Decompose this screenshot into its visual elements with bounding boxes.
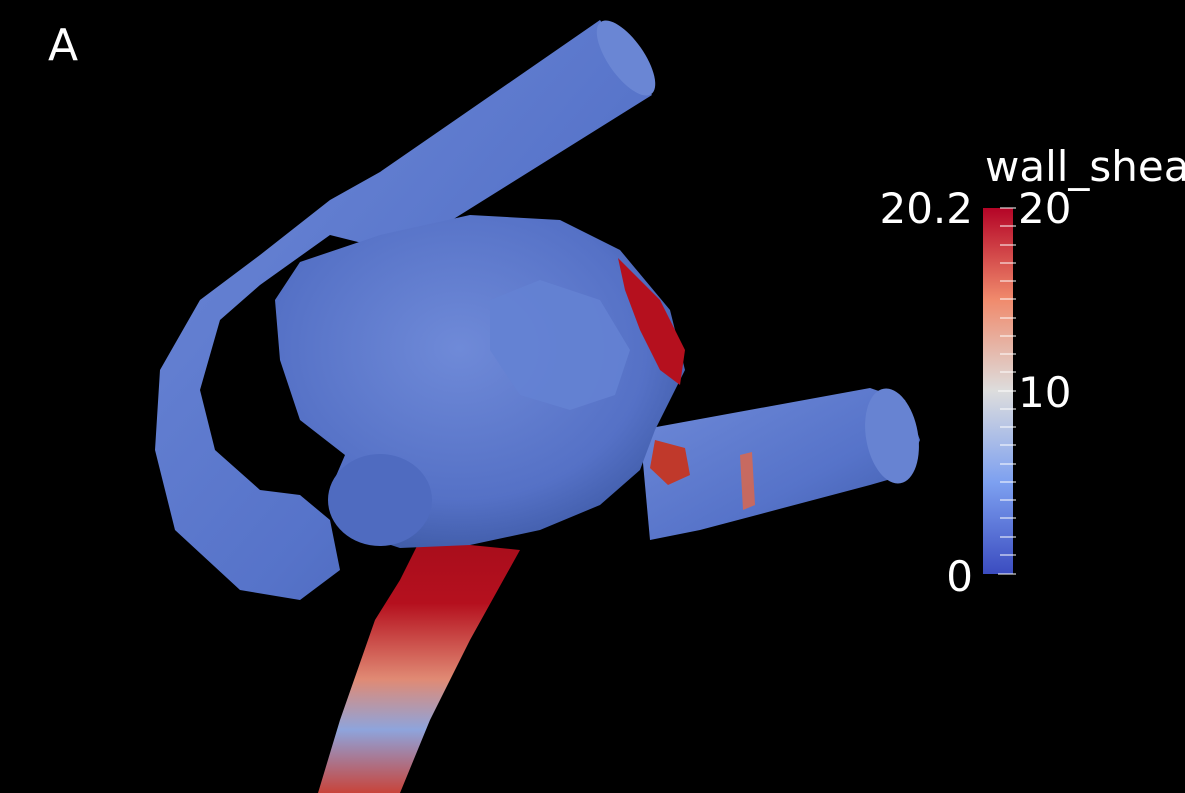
right-vessel-opening bbox=[865, 388, 919, 484]
colorbar-range-max-label: 20.2 bbox=[879, 184, 973, 233]
aneurysm-bleb bbox=[328, 454, 432, 546]
right-vessel-branch bbox=[640, 388, 920, 540]
trunk-vessel bbox=[318, 540, 520, 793]
high-shear-ring bbox=[740, 452, 755, 510]
high-shear-region-dome bbox=[618, 258, 685, 385]
colorbar-tick-label: 10 bbox=[1018, 368, 1072, 417]
upper-vessel-branch bbox=[155, 20, 652, 600]
colorbar-ticks bbox=[998, 207, 1016, 575]
aneurysm-surface-model[interactable] bbox=[155, 12, 926, 793]
upper-vessel-opening bbox=[596, 20, 656, 96]
colorbar-title: wall_shea bbox=[985, 142, 1185, 191]
colorbar-tick-label: 0 bbox=[946, 552, 973, 601]
colorbar-tick-label: 20 bbox=[1018, 184, 1072, 233]
colorbar bbox=[983, 207, 1016, 575]
high-shear-region-neck bbox=[650, 440, 690, 485]
panel-label: A bbox=[48, 20, 79, 71]
dome-lobe bbox=[490, 280, 630, 410]
